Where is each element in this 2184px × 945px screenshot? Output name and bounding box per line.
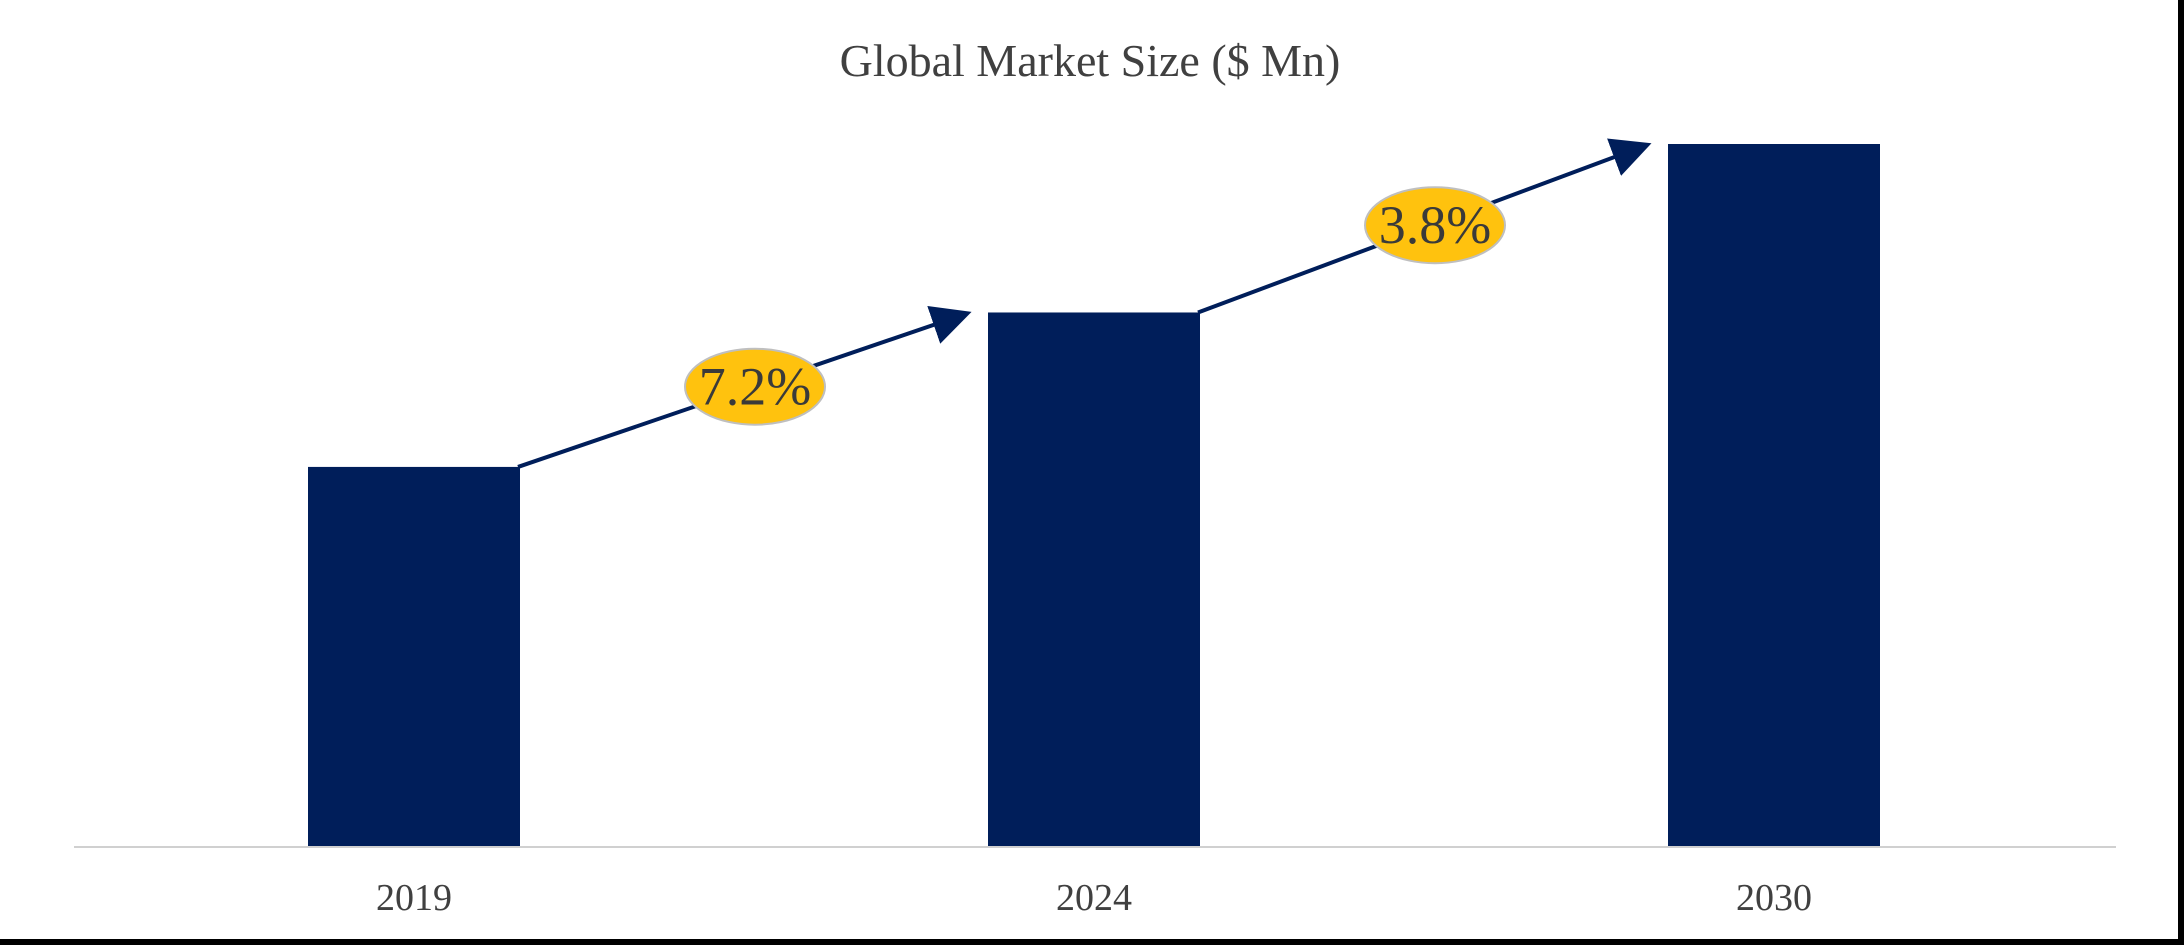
cagr-label-2024-2030: 3.8% (1379, 195, 1491, 255)
chart-title: Global Market Size ($ Mn) (840, 35, 1341, 86)
cagr-label-2019-2024: 7.2% (699, 357, 811, 417)
x-tick-label-2024: 2024 (1056, 877, 1132, 919)
x-tick-label-2019: 2019 (376, 877, 452, 919)
x-tick-label-2030: 2030 (1736, 877, 1812, 919)
bar-2030 (1668, 144, 1880, 846)
bar-2024 (988, 312, 1200, 847)
cagr-badge-2024-2030 (1364, 186, 1506, 265)
bar-2019 (308, 466, 520, 846)
cagr-badge-2019-2024 (684, 347, 826, 426)
